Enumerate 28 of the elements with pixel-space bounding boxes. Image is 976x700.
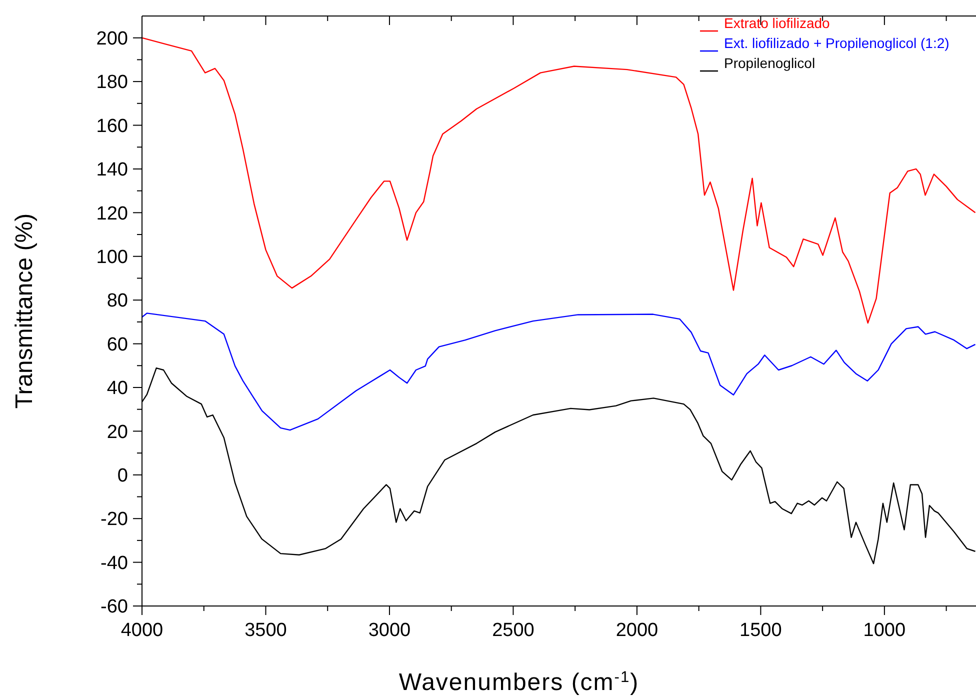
y-tick-label: 0	[117, 466, 128, 487]
x-axis-title: Wavenumbers (cm$^{-1}$)	[398, 668, 640, 696]
x-tick-label: 1500	[740, 620, 782, 641]
y-tick-label: -40	[100, 552, 128, 574]
y-tick-label: 200	[96, 28, 128, 50]
y-tick-label: -60	[100, 596, 128, 618]
y-tick-label: 40	[106, 378, 128, 400]
legend-label: Propilenoglicol	[724, 55, 816, 71]
x-tick-label: 2000	[616, 620, 658, 641]
legend-label: Extrato liofilizado	[724, 15, 830, 31]
y-tick-label: 120	[96, 203, 128, 224]
x-tick-label: 4000	[120, 620, 164, 641]
y-axis-title: Transmittance (%)	[11, 213, 38, 409]
x-tick-label: 3500	[244, 620, 287, 641]
y-tick-label: 160	[96, 116, 128, 137]
y-tick-label: -20	[100, 509, 128, 530]
y-tick-label: 180	[96, 72, 128, 94]
x-tick-label: 3000	[368, 620, 411, 641]
x-tick-label: 2500	[492, 620, 534, 641]
x-tick-label: 1000	[863, 620, 906, 641]
line-series	[141, 312, 976, 431]
y-tick-label: 100	[96, 247, 128, 268]
legend-label: Ext. liofilizado + Propilenoglicol (1:2)	[724, 35, 950, 51]
y-tick-label: 80	[106, 290, 128, 312]
y-tick-label: 20	[106, 422, 128, 443]
y-tick-label: 140	[96, 160, 128, 181]
line-series	[141, 37, 976, 324]
y-tick-label: 60	[106, 334, 128, 356]
